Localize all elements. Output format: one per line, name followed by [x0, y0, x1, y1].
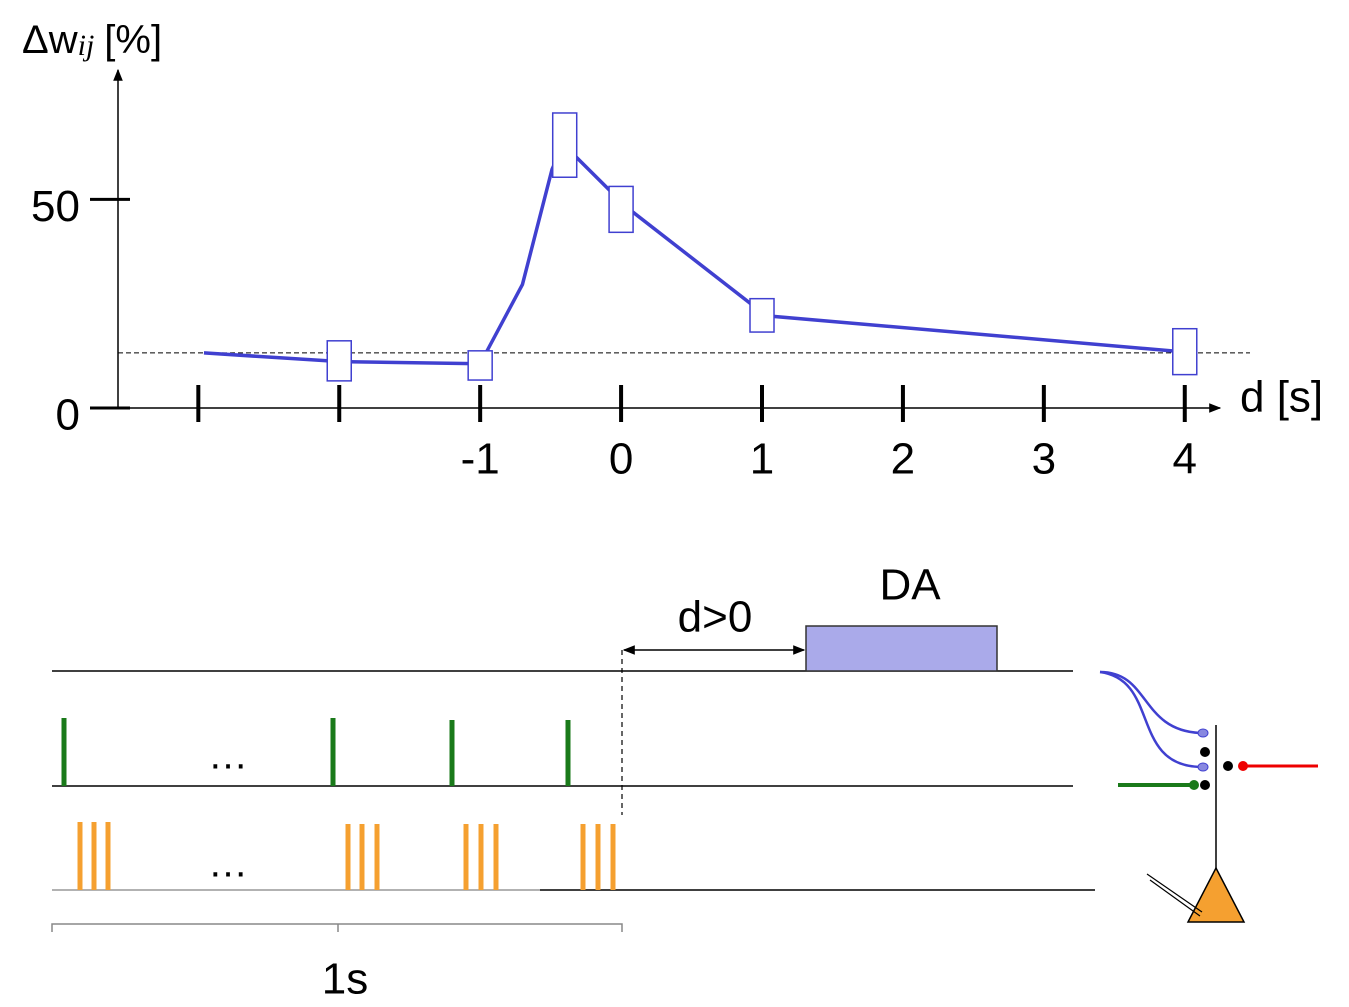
- orange-bursts: [77, 822, 616, 890]
- x-tick-label: 0: [609, 435, 633, 484]
- ellipsis: …: [208, 734, 248, 778]
- da-pulse: [805, 625, 998, 672]
- y-label-unit: [%]: [104, 18, 162, 62]
- y-tick-label: 50: [31, 182, 80, 231]
- error-box: [551, 112, 578, 178]
- x-tick-label: 2: [891, 435, 915, 484]
- duration-bracket: [51, 923, 623, 932]
- y-tick-label: 0: [56, 391, 80, 440]
- data-line: [203, 141, 1181, 366]
- x-tick-label: 3: [1032, 435, 1056, 484]
- error-box: [608, 185, 634, 234]
- plot: Δwij [%] d [s] 0 50 -1 0 1 2 3 4: [22, 18, 1323, 484]
- y-label-base: Δw: [22, 18, 78, 62]
- duration-label: 1s: [322, 955, 368, 1004]
- x-tick-label: -1: [461, 435, 500, 484]
- error-box: [326, 340, 352, 382]
- error-box: [749, 297, 775, 333]
- error-box: [1172, 327, 1198, 376]
- x-tick-label: 1: [750, 435, 774, 484]
- neuron: [1099, 670, 1318, 923]
- x-axis-label: d [s]: [1240, 373, 1323, 422]
- x-tick-label: 4: [1173, 435, 1197, 484]
- y-axis-label: Δwij [%]: [22, 18, 162, 62]
- y-label-sub: ij: [78, 29, 95, 62]
- timing-diagram: DA d>0 … … 1s: [51, 561, 1095, 1004]
- error-box: [467, 350, 493, 381]
- da-label: DA: [879, 561, 941, 610]
- ellipsis: …: [208, 842, 248, 886]
- green-spikes: [61, 718, 571, 786]
- delay-label: d>0: [678, 593, 753, 642]
